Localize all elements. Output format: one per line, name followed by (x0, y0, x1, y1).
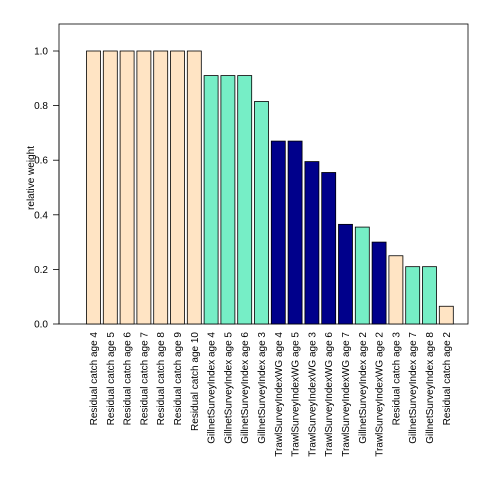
bar (102, 50, 118, 325)
bar (237, 75, 253, 325)
bar (321, 172, 337, 325)
bar (354, 226, 370, 325)
x-tick-label: TrawlSurveyIndexWG age 6 (324, 332, 335, 457)
x-tick-label: Residual catch age 10 (190, 332, 201, 431)
bar (86, 50, 101, 325)
bar (287, 140, 303, 325)
bar (186, 50, 202, 325)
x-tick-label: GillnetSurveyIndex age 7 (408, 332, 419, 444)
y-tick-label: 0.0 (34, 320, 48, 331)
x-tick-label: Residual catch age 4 (89, 332, 100, 426)
x-tick-label: Residual catch age 2 (442, 332, 453, 426)
x-tick-label: Residual catch age 3 (391, 332, 402, 426)
x-tick-label: TrawlSurveyIndexWG age 5 (291, 332, 302, 457)
x-tick-label: Residual catch age 9 (173, 332, 184, 426)
x-tick-label: Residual catch age 7 (139, 332, 150, 426)
y-tick-label: 1.0 (34, 47, 48, 58)
x-tick-label: Residual catch age 8 (156, 332, 167, 426)
bar (338, 223, 353, 325)
bars (86, 50, 454, 325)
y-tick-label: 0.4 (34, 210, 48, 221)
bar (438, 305, 454, 325)
x-tick-labels: Residual catch age 4 Residual catch age 5… (89, 332, 453, 457)
x-tick-label: GillnetSurveyIndex age 5 (223, 332, 234, 444)
x-tick-label: TrawlSurveyIndexWG age 4 (274, 332, 285, 457)
x-tick-label: GillnetSurveyIndex age 2 (358, 332, 369, 444)
y-tick-label: 0.8 (34, 101, 48, 112)
x-tick-label: TrawlSurveyIndexWG age 3 (307, 332, 318, 457)
x-tick-label: Residual catch age 5 (106, 332, 117, 426)
bar (220, 75, 236, 325)
y-tick-label: 0.6 (34, 156, 48, 167)
bar (270, 140, 286, 325)
bar (119, 50, 135, 325)
y-axis: 0.0 0.2 0.4 0.6 0.8 1.0 (34, 47, 60, 331)
x-tick-label: GillnetSurveyIndex age 3 (257, 332, 268, 444)
bar (136, 50, 152, 325)
x-tick-label: GillnetSurveyIndex age 8 (425, 332, 436, 444)
bar (153, 50, 169, 325)
bar (304, 161, 320, 325)
y-axis-label: relative weight (26, 146, 37, 210)
x-tick-label: GillnetSurveyIndex age 6 (240, 332, 251, 444)
x-tick-label: GillnetSurveyIndex age 4 (207, 332, 218, 444)
bar (170, 50, 185, 325)
x-tick-label: TrawlSurveyIndexWG age 2 (375, 332, 386, 457)
bar (405, 266, 421, 325)
bar (422, 266, 437, 325)
bar (371, 241, 387, 325)
bar (254, 101, 269, 325)
bar (203, 75, 219, 325)
bar (388, 255, 404, 325)
y-tick-label: 0.2 (34, 265, 48, 276)
x-tick-label: Residual catch age 6 (123, 332, 134, 426)
x-tick-label: TrawlSurveyIndexWG age 7 (341, 332, 352, 457)
